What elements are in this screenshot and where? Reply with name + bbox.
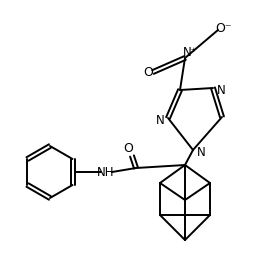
Text: N⁺: N⁺ bbox=[183, 46, 197, 60]
Text: O: O bbox=[123, 142, 133, 156]
Text: N: N bbox=[156, 114, 164, 126]
Text: N: N bbox=[197, 146, 205, 158]
Text: NH: NH bbox=[97, 165, 115, 179]
Text: O⁻: O⁻ bbox=[216, 21, 232, 35]
Text: N: N bbox=[217, 85, 225, 98]
Text: O: O bbox=[143, 66, 153, 78]
